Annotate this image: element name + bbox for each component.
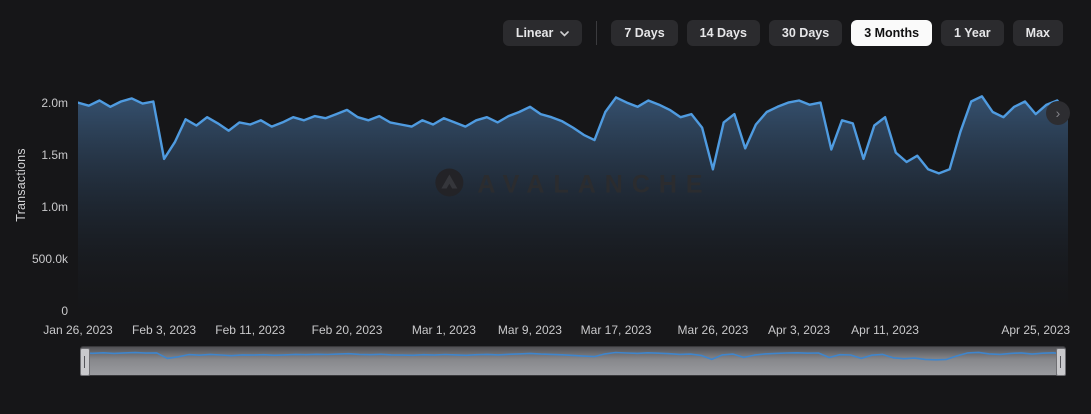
range-label: 30 Days — [781, 26, 830, 40]
chart-controls: Linear 7 Days 14 Days 30 Days 3 Months 1… — [494, 20, 1063, 46]
controls-divider — [596, 21, 598, 45]
range-label: 7 Days — [624, 26, 665, 40]
x-tick-label: Mar 26, 2023 — [677, 323, 749, 337]
x-tick-label: Feb 20, 2023 — [311, 323, 383, 337]
chart-navigator[interactable] — [80, 346, 1066, 376]
y-tick-label: 1.5m — [41, 147, 68, 162]
x-axis: Jan 26, 2023 Feb 3, 2023 Feb 11, 2023 Feb 2… — [43, 323, 1071, 339]
range-button-max[interactable]: Max — [1012, 20, 1063, 46]
x-tick-label: Feb 11, 2023 — [215, 323, 286, 337]
scale-selector-label: Linear — [515, 26, 554, 40]
navigator-left-handle[interactable] — [80, 348, 90, 376]
x-tick-label: Mar 17, 2023 — [580, 323, 652, 337]
scroll-right-icon: › — [1055, 105, 1061, 121]
y-tick-label: 0 — [61, 304, 68, 318]
range-label: 1 Year — [954, 26, 991, 40]
y-tick-label: 1.0m — [41, 199, 68, 214]
navigator-right-handle[interactable] — [1056, 348, 1066, 376]
transactions-line — [78, 95, 1068, 175]
navigator-line — [82, 351, 1064, 361]
x-tick-label: Mar 1, 2023 — [411, 323, 476, 337]
range-label: 3 Months — [864, 26, 920, 40]
x-tick-label: Apr 11, 2023 — [851, 323, 919, 337]
chevron-down-icon — [560, 26, 570, 40]
range-button-14-days[interactable]: 14 Days — [686, 20, 760, 46]
range-button-1-year[interactable]: 1 Year — [941, 20, 1004, 46]
x-tick-label: Mar 9, 2023 — [497, 323, 562, 337]
range-button-30-days[interactable]: 30 Days — [768, 20, 843, 46]
scale-selector-button[interactable]: Linear — [502, 20, 583, 46]
chart-scroll-right-button[interactable]: › — [1046, 101, 1070, 125]
range-button-7-days[interactable]: 7 Days — [611, 20, 678, 46]
x-tick-label: Feb 3, 2023 — [132, 323, 197, 337]
range-button-3-months[interactable]: 3 Months — [851, 20, 933, 46]
transactions-area-fill — [78, 96, 1068, 311]
transactions-area-chart[interactable] — [78, 88, 1068, 316]
navigator-mini-chart — [82, 351, 1064, 361]
range-label: 14 Days — [699, 26, 747, 40]
x-tick-label: Apr 3, 2023 — [767, 323, 830, 337]
y-axis: 2.0m 1.5m 1.0m 500.0k 0 — [0, 88, 68, 318]
x-tick-label: Jan 26, 2023 — [43, 323, 113, 337]
range-label: Max — [1025, 26, 1050, 40]
x-tick-label: Apr 25, 2023 — [1001, 323, 1071, 337]
y-tick-label: 500.0k — [31, 251, 68, 266]
y-tick-label: 2.0m — [41, 95, 68, 110]
